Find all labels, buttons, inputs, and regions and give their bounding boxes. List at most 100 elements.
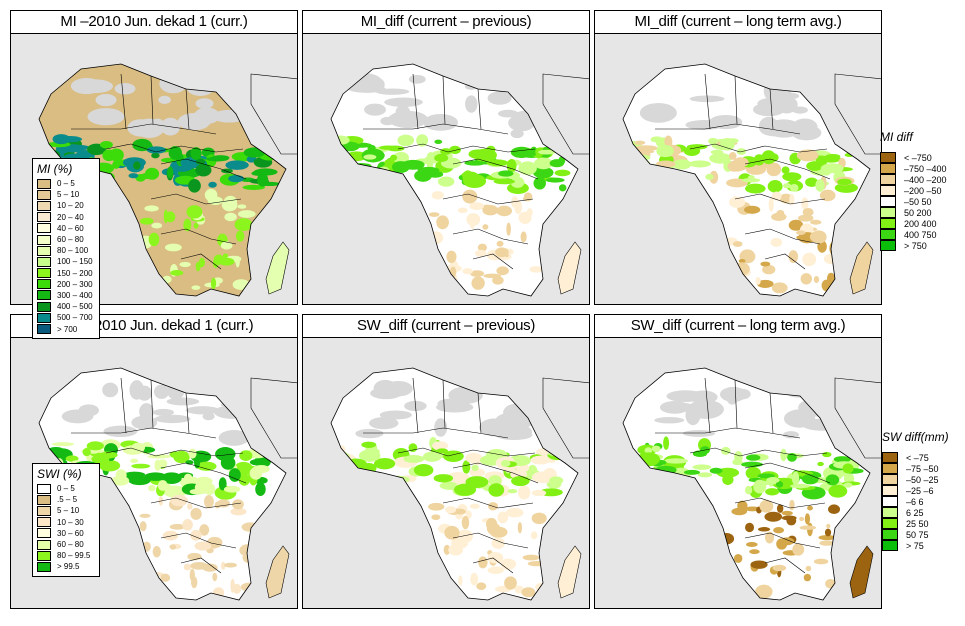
value-patch	[207, 196, 223, 206]
value-patch	[738, 258, 746, 263]
value-patch	[195, 163, 212, 177]
no-data-patch	[659, 400, 690, 414]
value-patch	[464, 160, 486, 166]
legend-swatch	[880, 174, 896, 185]
value-patch	[728, 152, 737, 160]
value-patch	[771, 212, 787, 222]
value-patch	[223, 485, 241, 493]
value-patch	[527, 560, 546, 567]
country-border	[160, 158, 247, 180]
value-patch	[819, 540, 835, 546]
value-patch	[379, 477, 402, 485]
value-patch	[789, 183, 799, 192]
value-patch	[761, 150, 776, 165]
no-data-patch	[384, 97, 423, 107]
value-patch	[82, 447, 91, 457]
legend-entry: 50 200	[880, 207, 965, 218]
value-patch	[148, 232, 160, 247]
legend-swatch	[37, 268, 51, 279]
value-patch	[183, 563, 192, 571]
legend-label: 80 – 99.5	[57, 551, 91, 561]
value-patch	[361, 441, 377, 448]
value-patch	[86, 441, 104, 451]
legend-swatch	[37, 178, 51, 189]
value-patch	[188, 178, 201, 193]
value-patch	[482, 224, 489, 230]
value-patch	[470, 572, 479, 586]
value-patch	[431, 514, 441, 521]
no-data-patch	[434, 418, 448, 437]
legend-entry: –400 –200	[880, 174, 965, 185]
value-patch	[554, 169, 571, 177]
no-data-patch	[114, 83, 136, 95]
legend-label: 30 – 60	[57, 528, 84, 538]
value-patch	[547, 450, 569, 461]
value-patch	[461, 515, 470, 530]
country-border	[412, 73, 419, 130]
value-patch	[252, 464, 270, 474]
value-patch	[195, 261, 201, 272]
country-border	[734, 379, 738, 429]
country-border	[477, 88, 482, 130]
value-patch	[801, 197, 809, 210]
value-patch	[235, 230, 245, 242]
panel-sw-diff-lta: SW_diff (current – long term avg.)	[594, 314, 882, 609]
country-border	[105, 447, 244, 457]
value-patch	[190, 507, 202, 520]
value-patch	[173, 450, 190, 464]
legend-entry: –750 –400	[880, 163, 965, 174]
value-patch	[68, 144, 90, 151]
legend-swatch	[37, 223, 51, 234]
value-patch	[471, 276, 485, 290]
no-data-patch	[70, 77, 103, 95]
country-border	[734, 193, 826, 205]
country-border	[764, 557, 806, 574]
value-patch	[807, 505, 813, 511]
value-patch	[788, 219, 804, 231]
no-data-patch	[182, 119, 206, 130]
value-patch	[257, 181, 281, 186]
value-patch	[462, 460, 471, 474]
value-patch	[179, 261, 191, 268]
no-data-patch	[78, 404, 100, 417]
value-patch	[397, 134, 415, 147]
value-patch	[733, 157, 749, 168]
legend-entry: 10 – 20	[37, 200, 95, 211]
value-patch	[526, 208, 533, 217]
value-patch	[731, 507, 748, 516]
value-patch	[417, 166, 440, 174]
value-patch	[786, 516, 797, 526]
legend-label: –75 –50	[906, 463, 939, 474]
value-patch	[163, 209, 168, 224]
legend-items: < –750 –750 –400 –400 –200 –200 –50 –50 50 50…	[880, 152, 965, 251]
no-data-patch	[158, 95, 171, 104]
no-data-patch	[666, 390, 705, 402]
value-patch	[623, 167, 642, 173]
value-patch	[776, 504, 784, 513]
value-patch	[488, 483, 505, 497]
value-patch	[745, 183, 766, 194]
arabia-outline	[834, 73, 881, 155]
panel-title: SW_diff (current – previous)	[302, 314, 590, 338]
value-patch	[635, 170, 654, 177]
legend-swatch	[37, 483, 51, 494]
country-border	[71, 123, 217, 135]
legend-entry: 100 – 150	[37, 256, 95, 267]
legend-swatch	[882, 529, 898, 540]
value-patch	[449, 145, 461, 155]
legend-label: 0 – 5	[57, 484, 75, 494]
no-data-patch	[510, 129, 524, 139]
value-patch	[241, 522, 259, 532]
value-patch	[805, 565, 812, 572]
value-patch	[657, 471, 672, 481]
legend-label: 60 – 80	[57, 235, 84, 245]
no-data-patch	[102, 382, 119, 398]
value-patch	[144, 167, 160, 180]
value-patch	[826, 523, 831, 529]
value-patch	[462, 189, 478, 204]
country-border	[397, 447, 536, 457]
panel-mi-diff-previous: MI_diff (current – previous)	[302, 10, 590, 305]
value-patch	[532, 166, 554, 179]
value-patch	[224, 212, 237, 222]
